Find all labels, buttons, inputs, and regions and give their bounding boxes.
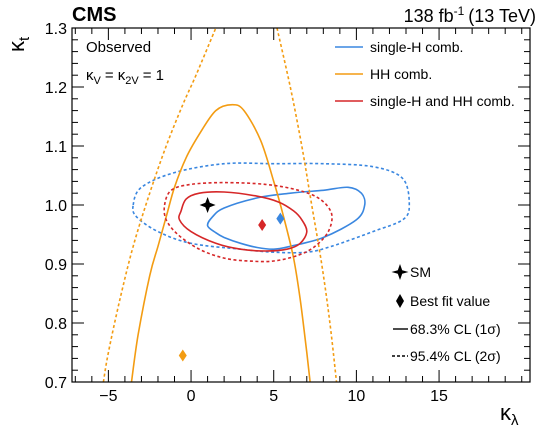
legend-label-HH: HH comb. xyxy=(370,66,432,82)
legend-label-combined: single-H and HH comb. xyxy=(370,93,515,109)
point-hh-best-fit xyxy=(178,349,187,362)
y-tick-label: 0.7 xyxy=(45,375,67,392)
y-tick-label: 1.3 xyxy=(45,21,67,38)
x-tick-label: 5 xyxy=(269,388,278,405)
x-tick-label: 0 xyxy=(187,388,196,405)
contour-single-h-comb-cl68 xyxy=(206,186,366,251)
plot-area: −5 0 5 10 15 0.7 0.8 0.9 1.0 1.1 1.2 1.3 xyxy=(45,21,531,405)
legend-label-singleH: single-H comb. xyxy=(370,39,463,55)
contour-hh-comb-cl95-branch2 xyxy=(276,28,338,382)
legend-label-cl95: 95.4% CL (2σ) xyxy=(410,348,501,364)
y-tick-label: 1.0 xyxy=(45,198,67,215)
legend-sm-star-icon xyxy=(391,264,409,280)
y-tick-label: 1.2 xyxy=(45,80,67,97)
legend-diamond-icon xyxy=(396,294,404,308)
experiment-label: CMS xyxy=(72,4,116,26)
point-combined-best-fit xyxy=(258,219,267,232)
x-tick-label: 10 xyxy=(347,388,365,405)
contour-hh-comb-cl68 xyxy=(130,103,311,382)
legend-label-sm: SM xyxy=(410,264,431,280)
y-tick-label: 0.8 xyxy=(45,316,67,333)
y-axis-label: κt xyxy=(4,36,33,52)
contour-hh-comb-cl95 xyxy=(102,28,217,382)
y-tick-label: 1.1 xyxy=(45,139,67,156)
kappa-condition-label: κV = κ2V = 1 xyxy=(86,67,164,87)
contour-single-h-and-hh-comb-cl95 xyxy=(163,181,333,263)
contour-single-h-and-hh-comb-cl68 xyxy=(178,191,308,252)
legend-label-bestfit: Best fit value xyxy=(410,293,490,309)
contour-single-h-comb-cl95 xyxy=(132,162,411,254)
x-tick-label: 15 xyxy=(430,388,448,405)
contour-layer xyxy=(102,28,411,382)
legend-bottom: SM Best fit value 68.3% CL (1σ) 95.4% CL… xyxy=(391,264,501,364)
points-layer xyxy=(178,197,285,362)
ticks-layer: −5 0 5 10 15 0.7 0.8 0.9 1.0 1.1 1.2 1.3 xyxy=(45,21,530,405)
legend-label-cl68: 68.3% CL (1σ) xyxy=(410,321,501,337)
point-sm xyxy=(199,197,216,213)
legend-top: single-H comb. HH comb. single-H and HH … xyxy=(335,39,515,109)
x-axis-label: κλ xyxy=(500,400,519,429)
x-tick-label: −5 xyxy=(99,388,117,405)
observed-label: Observed xyxy=(86,39,151,56)
y-tick-label: 0.9 xyxy=(45,257,67,274)
point-single-h-best-fit xyxy=(276,212,285,225)
luminosity-label: 138 fb-1 (13 TeV) xyxy=(404,4,536,26)
